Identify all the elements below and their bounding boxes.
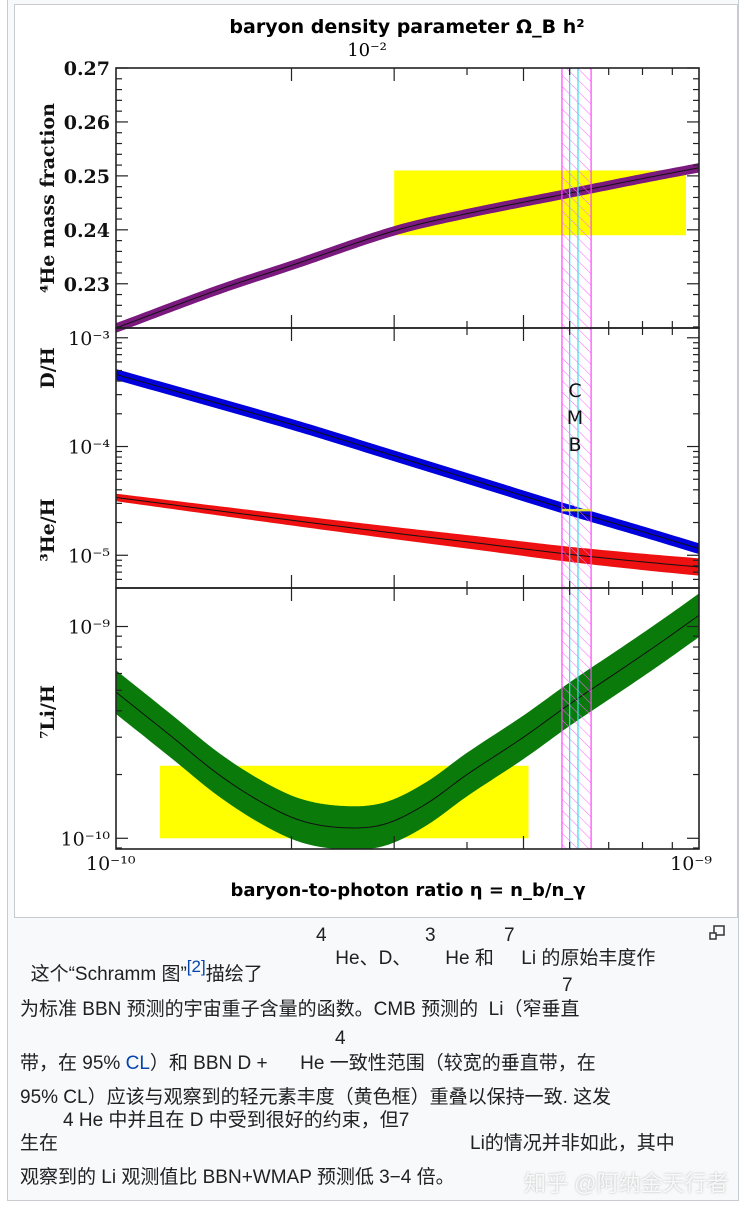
caption-text: 这个“Schramm 图” <box>30 964 187 985</box>
watermark: 知乎 @阿纳金天行者 <box>524 1171 729 1196</box>
caption-text: Li 的原始丰度作 <box>516 948 656 969</box>
y-tick-label: 10⁻⁹ <box>68 617 110 639</box>
central-prediction-line <box>116 614 699 829</box>
prediction-band <box>116 369 699 555</box>
caption-text: Li（窄垂直 <box>483 999 580 1020</box>
caption-superscript: 3 <box>425 925 436 946</box>
y-axis-label: ⁷Li/H <box>37 685 59 739</box>
y-axis-label: ³He/H <box>37 498 59 561</box>
chart-title: baryon density parameter Ω_B h² <box>229 16 584 38</box>
x-tick-label: 10⁻⁹ <box>670 853 712 875</box>
reference-link[interactable]: [2] <box>186 957 206 976</box>
caption-text: He 和 <box>440 948 500 969</box>
y-tick-label: 0.26 <box>64 112 110 134</box>
central-prediction-line <box>116 167 699 329</box>
caption-line-4: 95% CL）应该与观察到的轻元素丰度（黄色框）重叠以保持一致. 这发 <box>20 1087 612 1108</box>
y-tick-label: 0.25 <box>64 166 110 188</box>
central-prediction-line <box>116 373 699 550</box>
cmb-label-letter: M <box>567 407 583 429</box>
y-tick-label: 10⁻³ <box>68 328 110 350</box>
x-axis-label: baryon-to-photon ratio η = n_b/n_γ <box>230 880 585 901</box>
panel-frame <box>115 587 700 850</box>
caption-text: He、D、 <box>330 948 412 969</box>
schramm-plot-image[interactable] <box>14 4 738 918</box>
caption-line-3: 带，在 95% CL）和 BBN D + He 一致性范围（较宽的垂直带，在 <box>20 1054 596 1073</box>
cmb-label-letter: C <box>568 380 581 402</box>
prediction-band <box>116 593 699 849</box>
caption-line-5a: 4 He 中并且在 D 中受到很好的约束，但7 <box>63 1110 410 1131</box>
y-tick-label: 10⁻⁴ <box>68 437 110 459</box>
x-tick-label: 10⁻¹⁰ <box>86 853 136 875</box>
y-tick-label: 0.24 <box>64 220 110 242</box>
caption-line-1: 这个“Schramm 图”[2]描绘了 <box>20 946 263 984</box>
caption-superscript: 7 <box>504 925 515 946</box>
caption-text: He 一致性范围（较宽的垂直带，在 <box>294 1053 596 1074</box>
y-axis-label: D/H <box>37 347 59 388</box>
enlarge-icon[interactable] <box>708 924 726 942</box>
caption-line-5b: 生在 <box>20 1133 59 1154</box>
caption-text: ）和 BBN D + <box>149 1053 273 1074</box>
top-axis-tick-label: 10⁻² <box>347 40 387 61</box>
y-tick-label: 0.23 <box>64 274 110 296</box>
cl-link[interactable]: CL <box>125 1053 150 1074</box>
cmb-band-outer <box>561 68 592 849</box>
central-prediction-line <box>116 496 699 568</box>
caption-text: 带，在 95% <box>20 1053 126 1074</box>
prediction-band <box>116 163 699 333</box>
cmb-label-letter: B <box>568 434 581 456</box>
y-axis-label: ⁴He mass fraction <box>37 103 59 293</box>
caption-superscript: 7 <box>562 975 573 996</box>
y-tick-label: 10⁻¹⁰ <box>61 828 111 850</box>
cmb-band-inner <box>569 68 579 849</box>
schramm-chart: baryon density parameter Ω_B h² 10⁻² CMB… <box>37 16 712 901</box>
y-tick-label: 0.27 <box>64 58 110 80</box>
y-tick-label: 10⁻⁵ <box>68 545 110 567</box>
caption-line-2: 为标准 BBN 预测的宇宙重子含量的函数。CMB 预测的 Li（窄垂直 <box>20 1000 579 1019</box>
caption-line-6: 观察到的 Li 观测值比 BBN+WMAP 预测低 3−4 倍。 <box>20 1167 455 1188</box>
caption-superscript: 4 <box>335 1028 346 1049</box>
caption-text: 为标准 BBN 预测的宇宙重子含量的函数。CMB 预测的 <box>20 999 484 1020</box>
caption-superscript: 4 <box>316 925 327 946</box>
caption-line-5c: Li的情况并非如此，其中 <box>470 1133 675 1154</box>
caption-text: 描绘了 <box>205 964 263 985</box>
